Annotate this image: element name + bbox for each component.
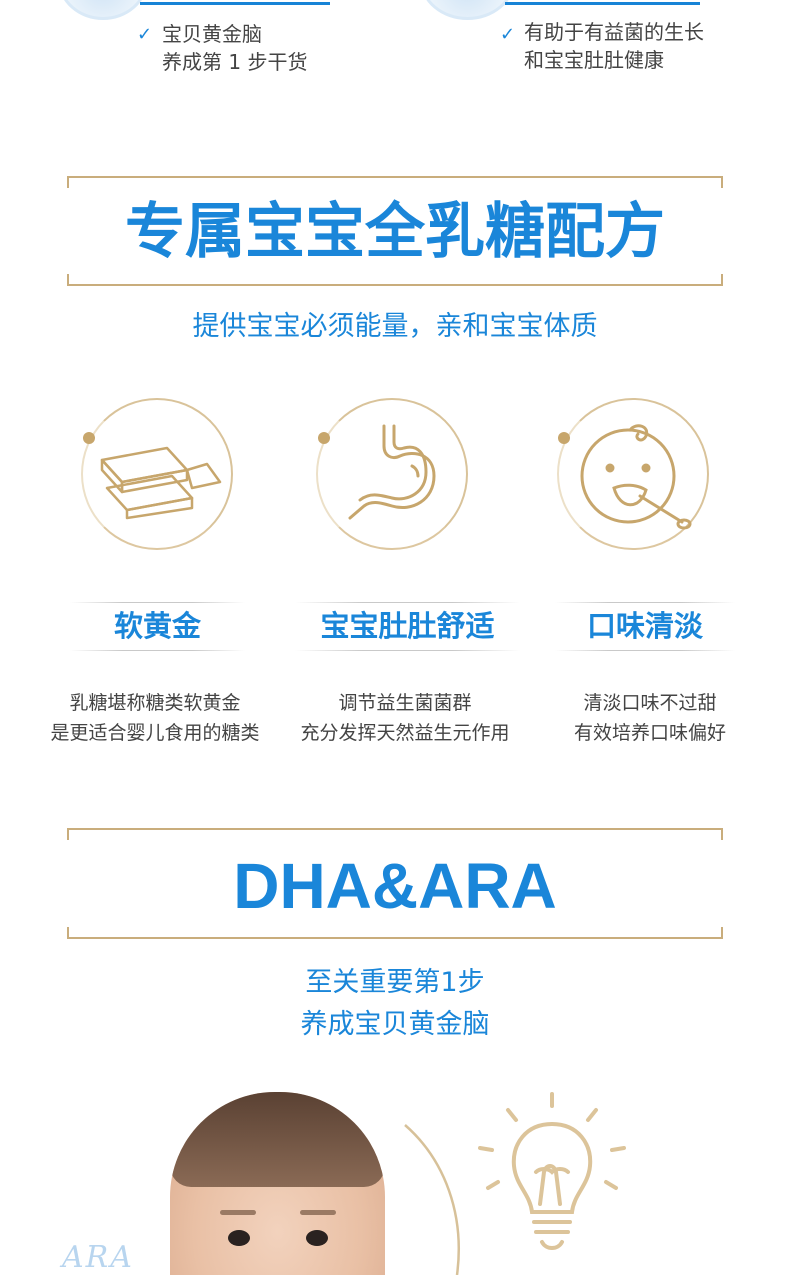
label-divider xyxy=(555,650,735,651)
benefit-text: 有助于有益菌的生长 和宝宝肚肚健康 xyxy=(524,18,704,74)
check-icon: ✓ xyxy=(137,24,153,45)
feature-description: 乳糖堪称糖类软黄金 是更适合婴儿食用的糖类 xyxy=(20,688,290,748)
gold-bars-icon xyxy=(92,430,222,520)
baby-eye xyxy=(306,1230,328,1246)
stomach-icon xyxy=(342,420,452,530)
description-line: 充分发挥天然益生元作用 xyxy=(300,722,510,744)
title-frame-tick xyxy=(721,176,723,188)
section-subtitle: 至关重要第1步 养成宝贝黄金脑 xyxy=(0,962,790,1046)
divider-line xyxy=(140,2,330,5)
benefit-line: 和宝宝肚肚健康 xyxy=(524,48,664,72)
title-frame-bottom xyxy=(67,284,723,286)
title-frame-top xyxy=(67,828,723,830)
section-subtitle: 提供宝宝必须能量，亲和宝宝体质 xyxy=(192,311,598,342)
subtitle-line: 至关重要第1步 xyxy=(305,967,485,998)
section-title: 专属宝宝全乳糖配方 xyxy=(125,197,665,267)
feature-ring xyxy=(81,398,233,550)
label-divider xyxy=(555,602,735,603)
label-divider xyxy=(70,650,245,651)
benefit-line: 宝贝黄金脑 xyxy=(162,22,262,46)
baby-photo xyxy=(170,1092,385,1275)
title-frame-tick xyxy=(67,274,69,286)
baby-brow xyxy=(300,1210,336,1215)
title-frame-tick xyxy=(721,828,723,840)
subtitle-line: 养成宝贝黄金脑 xyxy=(300,1009,490,1040)
label-divider xyxy=(295,650,520,651)
gut-illustration xyxy=(420,0,515,20)
title-frame-tick xyxy=(67,176,69,188)
description-line: 清淡口味不过甜 xyxy=(583,692,717,714)
description-line: 是更适合婴儿食用的糖类 xyxy=(50,722,260,744)
feature-description: 调节益生菌菌群 充分发挥天然益生元作用 xyxy=(280,688,530,748)
description-line: 乳糖堪称糖类软黄金 xyxy=(69,692,241,714)
title-frame-bottom xyxy=(67,937,723,939)
feature-label: 口味清淡 xyxy=(586,609,703,643)
title-frame-tick xyxy=(721,927,723,939)
title-frame-tick xyxy=(67,828,69,840)
section-title: DHA&ARA xyxy=(233,850,557,922)
feature-label: 软黄金 xyxy=(113,609,201,643)
curve-decoration xyxy=(395,1120,475,1275)
feature-label: 宝宝肚肚舒适 xyxy=(320,609,495,643)
label-divider xyxy=(295,602,520,603)
baby-eye xyxy=(228,1230,250,1246)
brain-illustration xyxy=(58,0,148,20)
baby-brow xyxy=(220,1210,256,1215)
benefit-line: 有助于有益菌的生长 xyxy=(524,20,704,44)
title-frame-tick xyxy=(67,927,69,939)
ring-dot xyxy=(558,432,570,444)
title-frame-tick xyxy=(721,274,723,286)
label-divider xyxy=(70,602,245,603)
benefit-line: 养成第 1 步干货 xyxy=(162,50,308,74)
baby-hair xyxy=(170,1092,385,1187)
lightbulb-icon xyxy=(470,1088,635,1268)
ring-dot xyxy=(318,432,330,444)
divider-line xyxy=(505,2,700,5)
feature-ring xyxy=(316,398,468,550)
description-line: 调节益生菌菌群 xyxy=(338,692,472,714)
benefit-text: 宝贝黄金脑 养成第 1 步干货 xyxy=(162,20,307,76)
feature-description: 清淡口味不过甜 有效培养口味偏好 xyxy=(545,688,755,748)
ara-watermark: ARA xyxy=(62,1240,134,1275)
description-line: 有效培养口味偏好 xyxy=(573,722,726,744)
check-icon: ✓ xyxy=(500,24,516,45)
baby-spoon-icon xyxy=(574,418,694,533)
ring-dot xyxy=(83,432,95,444)
title-frame-top xyxy=(67,176,723,178)
feature-ring xyxy=(557,398,709,550)
